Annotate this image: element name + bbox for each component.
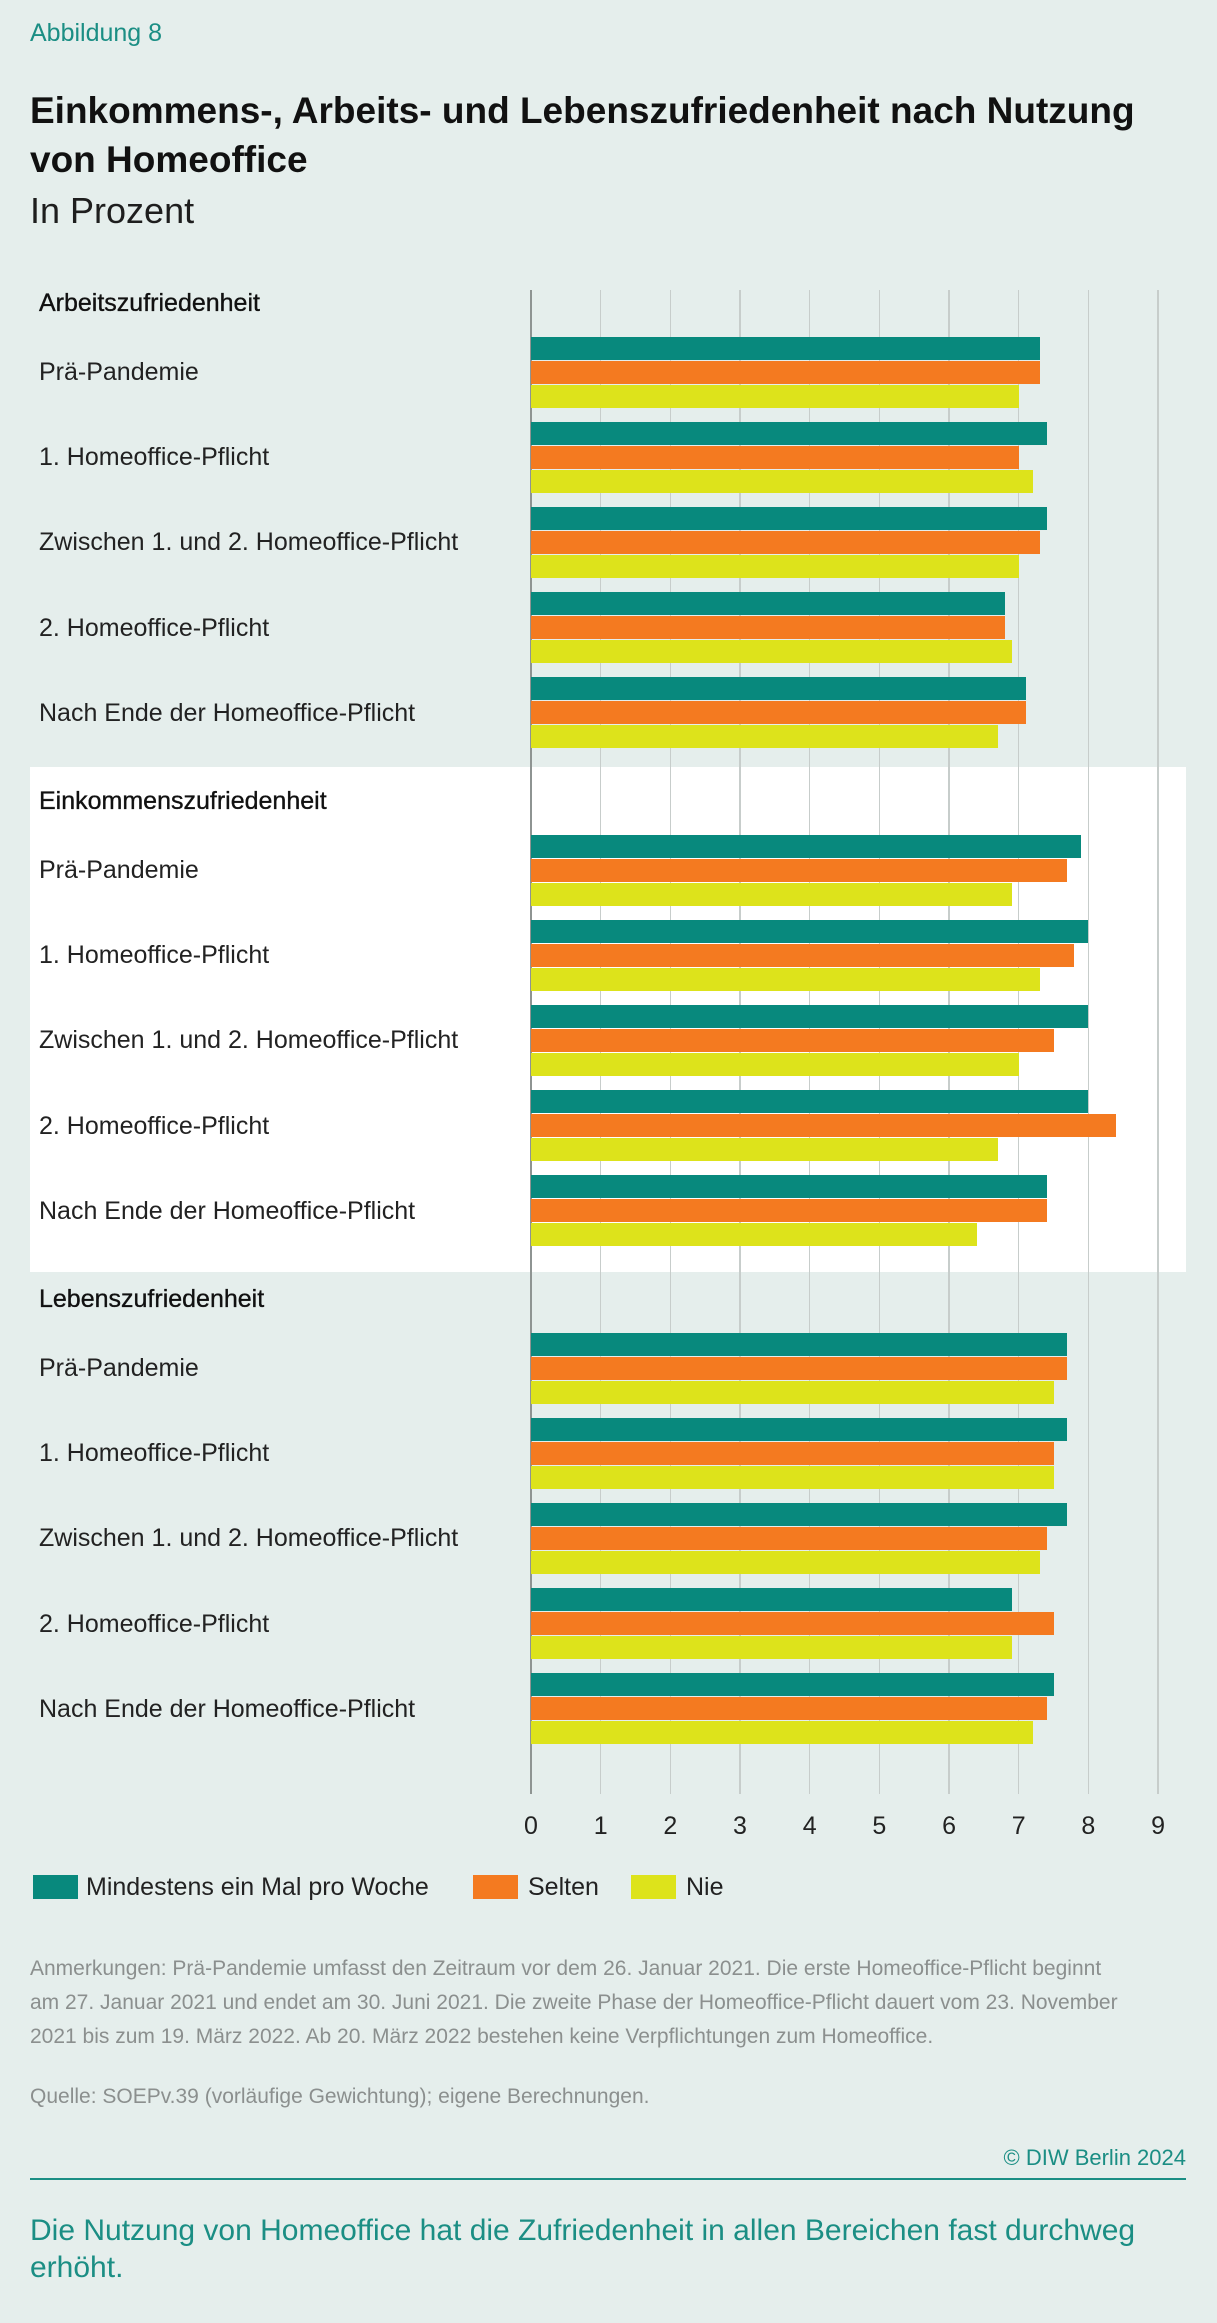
bar-lebenszufriedenheit-nach-ende-der-homeoffice-pflicht-selten bbox=[531, 1697, 1047, 1721]
bar-einkommenszufriedenheit-2-homeoffice-pflicht-selten bbox=[531, 1114, 1117, 1138]
bar-einkommenszufriedenheit-prae-pandemie-selten bbox=[531, 858, 1068, 882]
bar-lebenszufriedenheit-1-homeoffice-pflicht-mindestens-ein-mal-pro-woche bbox=[531, 1417, 1068, 1441]
bar-arbeitszufriedenheit-prae-pandemie-selten bbox=[531, 360, 1040, 384]
bar-arbeitszufriedenheit-nach-ende-der-homeoffice-pflicht-nie bbox=[531, 725, 998, 749]
figure-subtitle: In Prozent bbox=[30, 190, 195, 231]
category-label-zwischen-1-und-2-homeoffice-pflicht: Zwischen 1. und 2. Homeoffice-Pflicht bbox=[39, 1026, 459, 1055]
bar-arbeitszufriedenheit-zwischen-1-und-2-homeoffice-pflicht-nie bbox=[531, 554, 1019, 578]
bar-lebenszufriedenheit-zwischen-1-und-2-homeoffice-pflicht-mindestens-ein-mal-pro-woche bbox=[531, 1502, 1068, 1526]
copyright: © DIW Berlin 2024 bbox=[1003, 2145, 1187, 2170]
figure-label: Abbildung 8 bbox=[30, 19, 163, 47]
bar-lebenszufriedenheit-zwischen-1-und-2-homeoffice-pflicht-nie bbox=[531, 1550, 1040, 1574]
x-tick-label-4: 4 bbox=[802, 1812, 817, 1840]
category-label-1-homeoffice-pflicht: 1. Homeoffice-Pflicht bbox=[39, 443, 270, 472]
bar-arbeitszufriedenheit-zwischen-1-und-2-homeoffice-pflicht-mindestens-ein-mal-pro-woche bbox=[531, 506, 1047, 530]
bar-einkommenszufriedenheit-2-homeoffice-pflicht-mindestens-ein-mal-pro-woche bbox=[531, 1090, 1089, 1114]
source-note: Quelle: SOEPv.39 (vorläufige Gewichtung)… bbox=[30, 2085, 650, 2108]
bar-lebenszufriedenheit-nach-ende-der-homeoffice-pflicht-nie bbox=[531, 1721, 1033, 1745]
x-tick-label-8: 8 bbox=[1081, 1812, 1096, 1840]
panel-title-lebenszufriedenheit: Lebenszufriedenheit bbox=[39, 1285, 265, 1313]
bar-arbeitszufriedenheit-prae-pandemie-nie bbox=[531, 384, 1019, 408]
bar-lebenszufriedenheit-zwischen-1-und-2-homeoffice-pflicht-selten bbox=[531, 1526, 1047, 1550]
bar-einkommenszufriedenheit-2-homeoffice-pflicht-nie bbox=[531, 1138, 998, 1162]
bar-lebenszufriedenheit-nach-ende-der-homeoffice-pflicht-mindestens-ein-mal-pro-woche bbox=[531, 1673, 1054, 1697]
gridline-8 bbox=[1087, 290, 1090, 1794]
bar-arbeitszufriedenheit-1-homeoffice-pflicht-selten bbox=[531, 445, 1019, 469]
bar-lebenszufriedenheit-prae-pandemie-nie bbox=[531, 1380, 1054, 1404]
bar-einkommenszufriedenheit-prae-pandemie-nie bbox=[531, 882, 1012, 906]
x-tick-label-7: 7 bbox=[1011, 1812, 1026, 1840]
bar-chart: 0 1 2 3 4 5 6 7 8 9 Arbeitszufriedenheit Prä-Pandem… bbox=[30, 289, 1186, 1840]
bar-einkommenszufriedenheit-zwischen-1-und-2-homeoffice-pflicht-selten bbox=[531, 1028, 1054, 1052]
bar-einkommenszufriedenheit-zwischen-1-und-2-homeoffice-pflicht-mindestens-ein-mal-pro-woche bbox=[531, 1004, 1089, 1028]
category-label-prae-pandemie: Prä-Pandemie bbox=[39, 856, 199, 884]
category-label-zwischen-1-und-2-homeoffice-pflicht: Zwischen 1. und 2. Homeoffice-Pflicht bbox=[39, 528, 459, 557]
category-label-nach-ende-der-homeoffice-pflicht: Nach Ende der Homeoffice-Pflicht bbox=[39, 698, 416, 727]
bar-arbeitszufriedenheit-2-homeoffice-pflicht-nie bbox=[531, 640, 1012, 664]
key-takeaway: Die Nutzung von Homeoffice hat die Zufri… bbox=[30, 2214, 1136, 2284]
x-tick-label-1: 1 bbox=[593, 1812, 608, 1840]
x-tick-label-5: 5 bbox=[872, 1812, 887, 1840]
legend-label-selten: Selten bbox=[528, 1873, 599, 1901]
bar-arbeitszufriedenheit-prae-pandemie-mindestens-ein-mal-pro-woche bbox=[531, 336, 1040, 360]
bar-arbeitszufriedenheit-2-homeoffice-pflicht-selten bbox=[531, 616, 1005, 640]
category-label-nach-ende-der-homeoffice-pflicht: Nach Ende der Homeoffice-Pflicht bbox=[39, 1196, 416, 1225]
category-label-2-homeoffice-pflicht: 2. Homeoffice-Pflicht bbox=[39, 1609, 270, 1638]
bar-einkommenszufriedenheit-1-homeoffice-pflicht-nie bbox=[531, 967, 1040, 991]
figure-title: Einkommens-, Arbeits- und Lebenszufriede… bbox=[30, 90, 1135, 180]
legend-swatch-selten bbox=[473, 1875, 518, 1899]
note-line: Anmerkungen: Prä-Pandemie umfasst den Ze… bbox=[30, 1957, 1102, 1980]
bar-lebenszufriedenheit-2-homeoffice-pflicht-mindestens-ein-mal-pro-woche bbox=[531, 1588, 1012, 1612]
category-label-nach-ende-der-homeoffice-pflicht: Nach Ende der Homeoffice-Pflicht bbox=[39, 1694, 416, 1723]
bar-lebenszufriedenheit-1-homeoffice-pflicht-selten bbox=[531, 1441, 1054, 1465]
category-label-prae-pandemie: Prä-Pandemie bbox=[39, 358, 199, 386]
bar-einkommenszufriedenheit-zwischen-1-und-2-homeoffice-pflicht-nie bbox=[531, 1052, 1019, 1076]
bar-einkommenszufriedenheit-prae-pandemie-mindestens-ein-mal-pro-woche bbox=[531, 834, 1082, 858]
bar-einkommenszufriedenheit-nach-ende-der-homeoffice-pflicht-nie bbox=[531, 1223, 977, 1247]
category-label-1-homeoffice-pflicht: 1. Homeoffice-Pflicht bbox=[39, 1439, 270, 1468]
legend-label-mindestens-ein-mal-pro-woche: Mindestens ein Mal pro Woche bbox=[86, 1873, 429, 1901]
divider bbox=[30, 2178, 1186, 2180]
bar-arbeitszufriedenheit-1-homeoffice-pflicht-mindestens-ein-mal-pro-woche bbox=[531, 421, 1047, 445]
bar-einkommenszufriedenheit-nach-ende-der-homeoffice-pflicht-mindestens-ein-mal-pro-woche bbox=[531, 1175, 1047, 1199]
bar-lebenszufriedenheit-2-homeoffice-pflicht-nie bbox=[531, 1636, 1012, 1660]
legend-swatch-mindestens-ein-mal-pro-woche bbox=[33, 1875, 78, 1899]
category-label-2-homeoffice-pflicht: 2. Homeoffice-Pflicht bbox=[39, 1111, 270, 1140]
x-tick-label-3: 3 bbox=[733, 1812, 747, 1840]
category-label-zwischen-1-und-2-homeoffice-pflicht: Zwischen 1. und 2. Homeoffice-Pflicht bbox=[39, 1524, 459, 1553]
gridline-9 bbox=[1157, 290, 1159, 1794]
bar-einkommenszufriedenheit-1-homeoffice-pflicht-selten bbox=[531, 943, 1075, 967]
bar-lebenszufriedenheit-2-homeoffice-pflicht-selten bbox=[531, 1612, 1054, 1636]
category-label-2-homeoffice-pflicht: 2. Homeoffice-Pflicht bbox=[39, 613, 270, 642]
legend-label-nie: Nie bbox=[686, 1873, 724, 1901]
bar-lebenszufriedenheit-1-homeoffice-pflicht-nie bbox=[531, 1465, 1054, 1489]
x-tick-label-2: 2 bbox=[663, 1812, 678, 1840]
panel-title-arbeitszufriedenheit: Arbeitszufriedenheit bbox=[39, 289, 260, 317]
bar-arbeitszufriedenheit-zwischen-1-und-2-homeoffice-pflicht-selten bbox=[531, 530, 1040, 554]
note-line: 2021 bis zum 19. März 2022. Ab 20. März … bbox=[30, 2025, 934, 2048]
bar-arbeitszufriedenheit-2-homeoffice-pflicht-mindestens-ein-mal-pro-woche bbox=[531, 592, 1005, 616]
bar-arbeitszufriedenheit-nach-ende-der-homeoffice-pflicht-mindestens-ein-mal-pro-woche bbox=[531, 677, 1026, 701]
bar-einkommenszufriedenheit-1-homeoffice-pflicht-mindestens-ein-mal-pro-woche bbox=[531, 919, 1089, 943]
category-label-1-homeoffice-pflicht: 1. Homeoffice-Pflicht bbox=[39, 941, 270, 970]
bar-einkommenszufriedenheit-nach-ende-der-homeoffice-pflicht-selten bbox=[531, 1199, 1047, 1223]
panel-title-einkommenszufriedenheit: Einkommenszufriedenheit bbox=[39, 787, 327, 815]
bar-arbeitszufriedenheit-1-homeoffice-pflicht-nie bbox=[531, 469, 1033, 493]
x-tick-label-9: 9 bbox=[1151, 1812, 1165, 1840]
legend-swatch-nie bbox=[631, 1875, 676, 1899]
bar-lebenszufriedenheit-prae-pandemie-selten bbox=[531, 1356, 1068, 1380]
bar-lebenszufriedenheit-prae-pandemie-mindestens-ein-mal-pro-woche bbox=[531, 1332, 1068, 1356]
x-tick-label-6: 6 bbox=[942, 1812, 956, 1840]
x-tick-label-0: 0 bbox=[524, 1812, 538, 1840]
bar-arbeitszufriedenheit-nach-ende-der-homeoffice-pflicht-selten bbox=[531, 701, 1026, 725]
category-label-prae-pandemie: Prä-Pandemie bbox=[39, 1354, 199, 1382]
note-line: am 27. Januar 2021 und endet am 30. Juni… bbox=[30, 1991, 1118, 2014]
